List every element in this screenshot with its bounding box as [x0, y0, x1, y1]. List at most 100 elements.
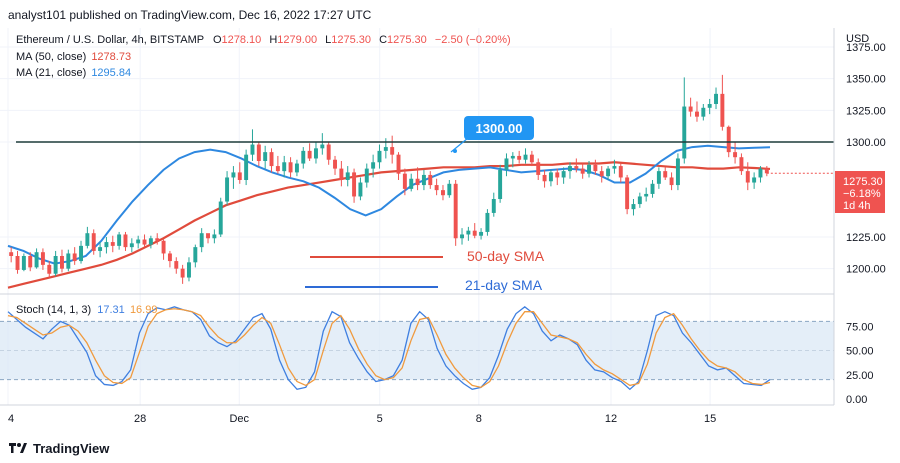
candle-body — [758, 168, 763, 178]
candle-body — [390, 147, 395, 155]
candle-body — [498, 169, 503, 199]
ma21-line-group — [7, 144, 771, 265]
tradingview-footer[interactable]: TradingView — [8, 438, 109, 458]
resistance-callout[interactable]: 1300.00 — [450, 116, 534, 153]
low-value: 1275.30 — [331, 34, 371, 46]
candle-body — [428, 174, 433, 186]
sma21-annotation-label: 21-day SMA — [465, 277, 543, 293]
ma21-legend-label: MA (21, close) — [16, 67, 86, 79]
candle-body — [618, 166, 623, 178]
candle-body — [358, 182, 363, 197]
svg-text:MA (50, close)1278.73: MA (50, close) 1278.73 — [16, 51, 131, 63]
candle-body — [129, 243, 134, 248]
candle-body — [339, 168, 344, 180]
stoch-tick-label: 0.00 — [846, 394, 867, 406]
candle-body — [174, 261, 179, 269]
ma50-line — [7, 161, 771, 289]
candle-body — [104, 242, 109, 248]
stoch-axis[interactable]: 75.00 50.00 25.00 0.00 — [846, 321, 874, 406]
candle-body — [60, 256, 64, 269]
candle-body — [472, 230, 477, 236]
candle-body — [402, 173, 407, 189]
candle-body — [212, 234, 217, 239]
price-tick-label: 1375.00 — [846, 42, 886, 54]
candles — [9, 74, 769, 284]
candle-body — [682, 106, 687, 159]
candle-body — [625, 177, 630, 210]
candle-body — [580, 168, 585, 174]
chart-canvas[interactable]: 1300.00 50-day SMA 21-day SMA Ethereum /… — [0, 28, 900, 436]
candle-body — [644, 193, 649, 197]
candle-body — [269, 152, 274, 167]
candle-body — [47, 264, 52, 274]
price-tick-label: 1325.00 — [846, 105, 886, 117]
svg-text:Ethereum / U.S. Dollar, 4h, BI: Ethereum / U.S. Dollar, 4h, BITSTAMP O12… — [16, 34, 511, 46]
time-axis[interactable]: 4 28 Dec 5 8 12 15 — [8, 413, 716, 425]
stoch-d-line — [7, 308, 771, 389]
candle-body — [707, 104, 712, 108]
price-badge: 1275.30 −6.18% 1d 4h — [835, 171, 885, 213]
candle-body — [136, 239, 141, 244]
candle-body — [745, 171, 750, 183]
candle-body — [187, 262, 191, 278]
candle-body — [491, 199, 496, 213]
candle-body — [371, 162, 376, 169]
price-tick-label: 1350.00 — [846, 74, 886, 86]
candle-body — [517, 155, 522, 160]
candle-body — [28, 256, 33, 268]
sma21-annotation: 21-day SMA — [305, 277, 543, 293]
time-tick-label: 4 — [8, 413, 14, 425]
ma50-legend-label: MA (50, close) — [16, 51, 86, 63]
candle-body — [161, 240, 166, 254]
candle-body — [764, 168, 769, 174]
candle-body — [688, 106, 693, 112]
ma50-line-group — [7, 161, 771, 289]
time-tick-label: 8 — [476, 413, 482, 425]
candle-body — [409, 178, 414, 189]
candle-body — [180, 268, 185, 278]
candle-body — [504, 158, 509, 170]
tradingview-logo-icon — [9, 443, 27, 453]
candle-body — [479, 231, 484, 236]
candle-body — [529, 154, 534, 163]
candle-body — [294, 163, 299, 173]
candle-body — [231, 172, 236, 178]
candle-body — [110, 242, 115, 246]
candle-body — [523, 154, 528, 160]
candle-body — [282, 162, 287, 172]
stoch-lines — [7, 306, 771, 391]
candle-body — [85, 233, 90, 246]
candle-body — [9, 252, 14, 256]
candle-body — [656, 171, 661, 184]
candle-body — [155, 238, 160, 241]
candle-body — [225, 177, 230, 202]
candle-body — [460, 234, 464, 239]
candle-body — [123, 234, 128, 248]
candle-body — [720, 93, 725, 127]
candle-body — [695, 111, 699, 117]
candle-body — [587, 164, 591, 174]
candle-body — [568, 166, 572, 172]
candle-body — [307, 150, 312, 159]
ma21-line — [7, 144, 771, 265]
close-value: 1275.30 — [387, 34, 427, 46]
change-value: −2.50 (−0.20%) — [435, 34, 511, 46]
candle-body — [79, 245, 83, 262]
stoch-tick-label: 50.00 — [846, 346, 874, 358]
stoch-tick-label: 75.00 — [846, 321, 874, 333]
candle-body — [510, 155, 515, 159]
candle-body — [663, 171, 668, 178]
footer-brand: TradingView — [33, 440, 110, 456]
price-axis[interactable]: USD 1375.00 1350.00 1325.00 1300.00 1225.00 1… — [846, 33, 886, 276]
candle-body — [726, 126, 731, 153]
resistance-callout-label: 1300.00 — [476, 121, 523, 136]
candle-body — [593, 164, 598, 172]
ma21-legend-value: 1295.84 — [91, 67, 131, 79]
candle-body — [383, 147, 388, 151]
candle-body — [434, 185, 439, 191]
candle-body — [91, 233, 96, 251]
time-tick-label: 5 — [377, 413, 383, 425]
candle-body — [15, 256, 20, 270]
candle-body — [237, 172, 242, 180]
